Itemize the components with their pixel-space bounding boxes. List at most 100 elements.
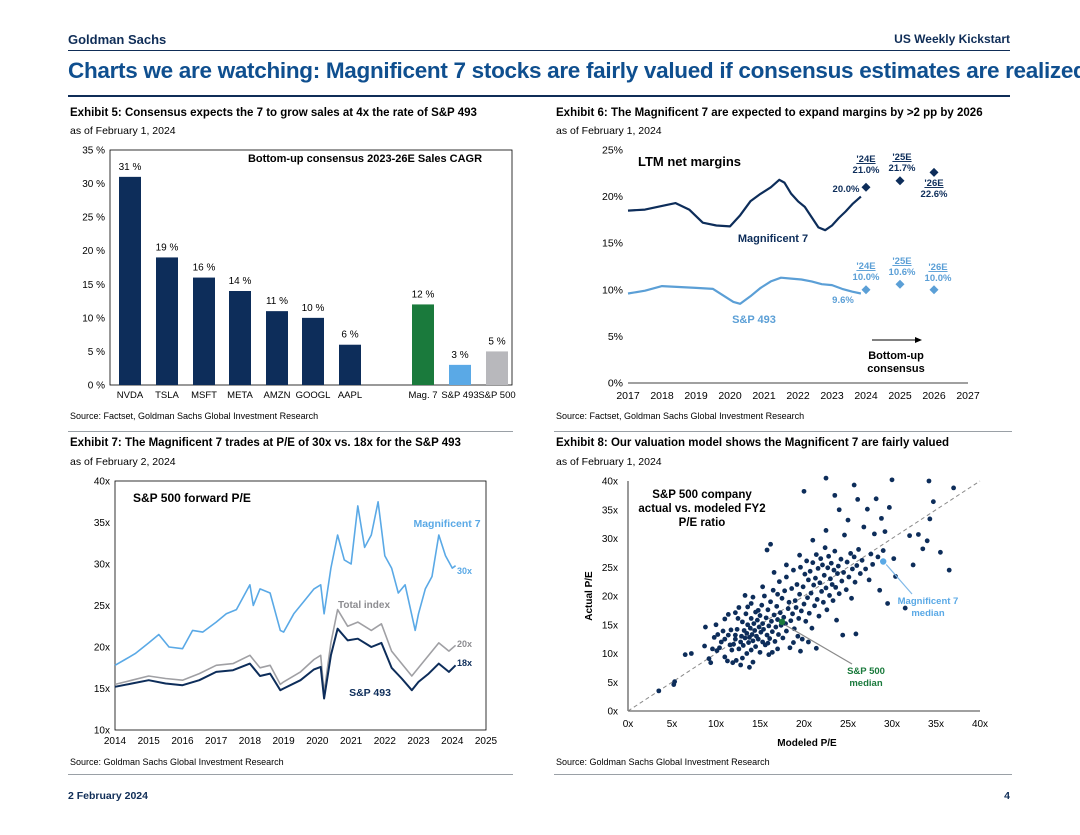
title-rule (68, 95, 1010, 97)
scatter-point (715, 632, 721, 637)
x-tick-label: 25x (840, 719, 856, 730)
y-tick-label: 20x (602, 592, 618, 603)
scatter-point (706, 656, 712, 662)
bar-meta (229, 291, 251, 385)
x-tick-label: 2014 (104, 736, 127, 747)
scatter-point (833, 584, 839, 590)
y-tick-label: 10% (602, 284, 623, 296)
scatter-point (656, 688, 662, 694)
scatter-point (824, 607, 830, 613)
sp493-margin-line (627, 276, 862, 305)
estimate-diamond (861, 285, 871, 295)
x-category-label: Mag. 7 (408, 390, 437, 401)
y-tick-label: 0 % (88, 381, 105, 392)
scatter-point (825, 565, 831, 571)
x-tick-label: 35x (928, 719, 944, 730)
x-tick-label: 2021 (752, 390, 776, 402)
scatter-point (756, 624, 762, 630)
total-index-series-label: Total index (338, 600, 390, 611)
y-tick-label: 25 % (82, 213, 105, 224)
x-tick-label: 2019 (684, 390, 708, 402)
x-tick-label: 2026 (922, 390, 946, 402)
scatter-point (733, 658, 739, 663)
x-tick-label: 2021 (340, 736, 363, 747)
scatter-point (798, 564, 803, 570)
scatter-point (863, 566, 868, 572)
x-tick-label: 10x (708, 719, 724, 730)
scatter-point (744, 630, 750, 636)
y-tick-label: 5% (608, 331, 623, 343)
sp493-pe-line (114, 627, 457, 700)
scatter-point (782, 588, 788, 594)
scatter-point (727, 642, 733, 648)
scatter-point (775, 646, 780, 652)
scatter-point (849, 595, 854, 601)
estimate-diamond (895, 279, 905, 289)
bar-value-label: 11 % (266, 296, 288, 307)
exhibit-8-title: Exhibit 8: Our valuation model shows the… (556, 437, 950, 449)
estimate-diamond (929, 285, 939, 295)
y-tick-label: 20x (94, 643, 110, 654)
scatter-point (722, 654, 728, 660)
scatter-point (810, 537, 816, 543)
scatter-point (835, 563, 841, 569)
scatter-point (775, 617, 780, 622)
scatter-point (806, 577, 811, 583)
scatter-point (738, 662, 744, 668)
scatter-point (742, 635, 748, 641)
exhibit-7-source: Source: Goldman Sachs Global Investment … (70, 757, 284, 767)
scatter-point (836, 591, 842, 597)
scatter-point (801, 488, 807, 494)
x-tick-label: 2023 (407, 736, 430, 747)
scatter-point (713, 622, 719, 628)
scatter-point (720, 628, 726, 634)
scatter-point (852, 579, 858, 585)
mag7-median-label: Magnificent 7 (898, 596, 959, 607)
bar-value-label: 5 % (488, 336, 505, 347)
scatter-point (710, 646, 715, 652)
estimate-year-label: '25E (892, 152, 911, 163)
scatter-point (766, 623, 772, 629)
scatter-point (747, 625, 753, 631)
scatter-point (864, 506, 870, 512)
scatter-point (845, 517, 851, 523)
scatter-point (740, 655, 745, 661)
scatter-point (765, 640, 771, 646)
bar-value-label: 10 % (302, 303, 325, 314)
scatter-point (946, 567, 952, 573)
total-index-pe-line (114, 608, 457, 694)
scatter-point (829, 582, 835, 587)
scatter-point (832, 548, 838, 554)
scatter-point (804, 558, 810, 564)
scatter-point (806, 610, 812, 616)
scatter-point (760, 584, 766, 590)
bar-tsla (156, 257, 178, 385)
scatter-point (855, 497, 861, 502)
header-rule (68, 50, 1010, 51)
x-tick-label: 15x (752, 719, 768, 730)
scatter-point (840, 632, 846, 638)
exhibit-8-separator (554, 774, 1012, 775)
scatter-point (768, 599, 773, 605)
scatter-point (814, 597, 820, 602)
bar-sp493 (449, 364, 471, 385)
scatter-point (729, 647, 735, 653)
scatter-point (745, 622, 751, 628)
scatter-point (791, 567, 796, 573)
scatter-point (755, 607, 761, 613)
bar-value-label: 16 % (193, 263, 216, 274)
bar-sp500 (486, 351, 508, 385)
estimate-year-label: '24E (856, 261, 875, 272)
scatter-title-line: S&P 500 company (652, 489, 752, 501)
scatter-point (822, 545, 828, 551)
scatter-point (817, 580, 823, 586)
x-tick-label: 2024 (441, 736, 464, 747)
mag7-series-label: Magnificent 7 (738, 233, 808, 245)
exhibit-5-separator (68, 431, 513, 432)
scatter-point (788, 618, 794, 624)
scatter-point (763, 615, 769, 621)
scatter-point (805, 595, 810, 601)
y-tick-label: 35x (602, 505, 618, 516)
scatter-point (750, 638, 756, 644)
